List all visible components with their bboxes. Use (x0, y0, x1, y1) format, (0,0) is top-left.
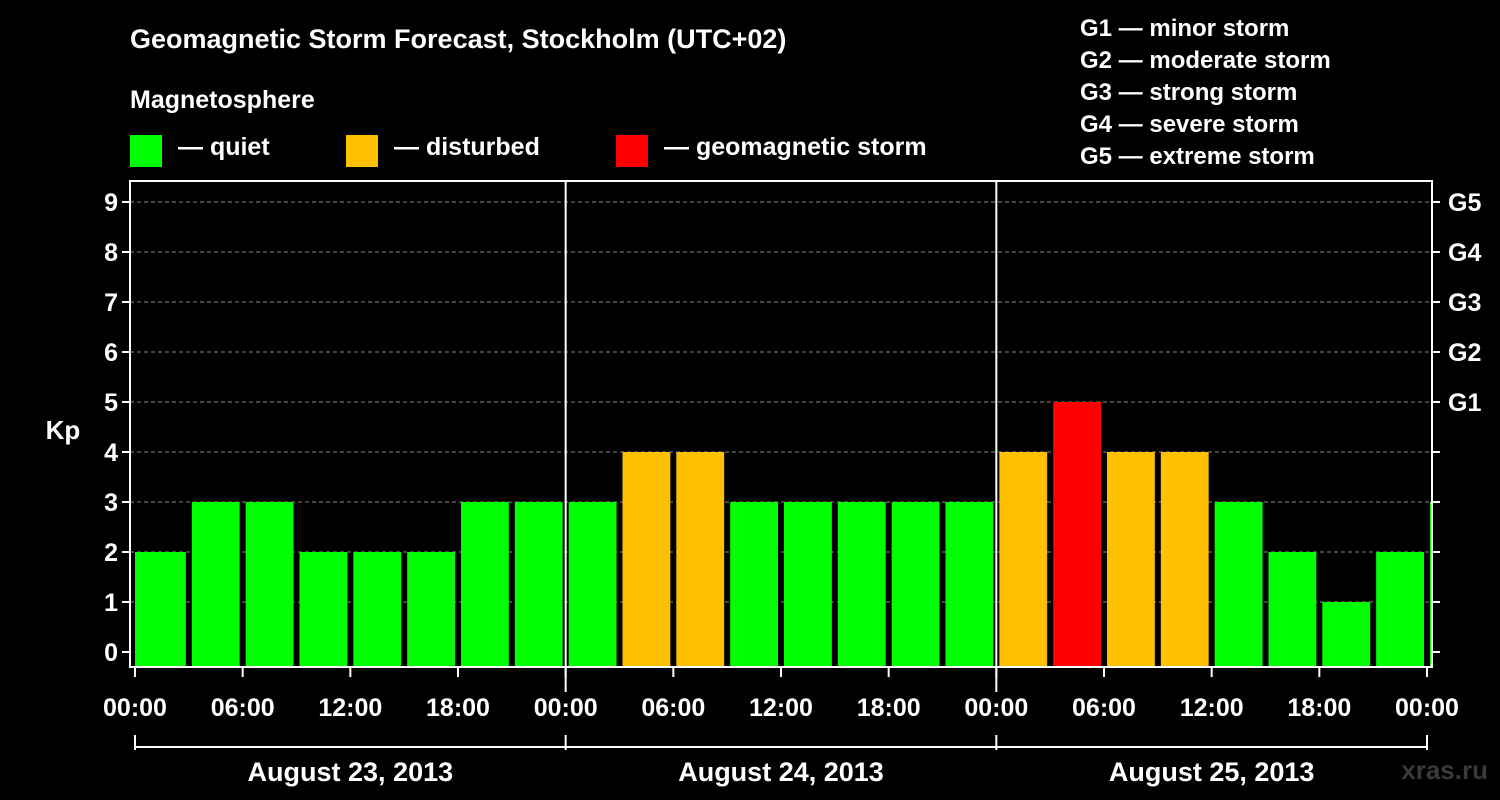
y-tick-label: 9 (104, 189, 118, 217)
x-tick-label: 12:00 (749, 694, 813, 722)
x-tick-label: 12:00 (1180, 694, 1244, 722)
kp-bar (676, 452, 725, 667)
legend-swatch-quiet (130, 135, 162, 167)
x-tick-label: 06:00 (641, 694, 705, 722)
x-tick-label: 00:00 (964, 694, 1028, 722)
x-tick-label: 06:00 (1072, 694, 1136, 722)
legend-swatch-disturbed (346, 135, 378, 167)
y-axis-label: Kp (46, 415, 81, 445)
kp-bar (622, 452, 671, 667)
watermark: xras.ru (1401, 755, 1488, 785)
y-tick-label: 8 (104, 239, 118, 267)
kp-bar (407, 552, 455, 667)
legend-label-storm: — geomagnetic storm (664, 133, 927, 161)
y-tick-label: 5 (104, 389, 118, 417)
kp-bar (837, 502, 886, 667)
kp-bar (245, 502, 294, 667)
x-tick-label: 18:00 (1287, 694, 1351, 722)
storm-scale-g3: G3 — strong storm (1080, 79, 1298, 106)
g-scale-label: G1 (1448, 389, 1481, 417)
kp-bar (891, 502, 940, 667)
kp-bar (1107, 452, 1155, 667)
kp-bar (191, 502, 240, 667)
x-tick-label: 00:00 (534, 694, 598, 722)
day-label: August 23, 2013 (248, 757, 454, 787)
x-tick-label: 00:00 (1395, 694, 1459, 722)
storm-scale-g1: G1 — minor storm (1080, 15, 1290, 42)
kp-bar (999, 452, 1048, 667)
kp-bar (353, 552, 402, 667)
x-tick-label: 06:00 (211, 694, 275, 722)
kp-bar (1214, 502, 1263, 667)
x-tick-label: 18:00 (426, 694, 490, 722)
kp-bar (945, 502, 994, 667)
legend-title: Magnetosphere (130, 86, 315, 114)
kp-bar (1322, 602, 1371, 667)
legend-swatch-storm (616, 135, 648, 167)
g-scale-label: G5 (1448, 189, 1481, 217)
g-scale-label: G4 (1448, 239, 1481, 267)
y-tick-label: 0 (104, 639, 118, 667)
y-tick-label: 2 (104, 539, 118, 567)
kp-bar (730, 502, 778, 667)
kp-bar (1160, 452, 1209, 667)
g-scale-label: G3 (1448, 289, 1481, 317)
kp-bar (1376, 552, 1424, 667)
x-tick-label: 00:00 (103, 694, 167, 722)
legend-label-quiet: — quiet (178, 133, 270, 161)
storm-scale-g4: G4 — severe storm (1080, 111, 1299, 138)
storm-scale-g5: G5 — extreme storm (1080, 143, 1315, 170)
kp-bar (514, 502, 563, 667)
y-tick-label: 1 (104, 589, 118, 617)
kp-bar (461, 502, 509, 667)
kp-bar (299, 552, 348, 667)
y-tick-label: 4 (104, 439, 118, 467)
storm-scale-g2: G2 — moderate storm (1080, 47, 1331, 74)
g-scale-label: G2 (1448, 339, 1481, 367)
chart-title: Geomagnetic Storm Forecast, Stockholm (U… (130, 24, 787, 54)
kp-bar (1053, 402, 1101, 667)
kp-bar (784, 502, 832, 667)
x-tick-label: 18:00 (857, 694, 921, 722)
kp-bar (568, 502, 617, 667)
kp-bar (135, 552, 186, 667)
y-tick-label: 3 (104, 489, 118, 517)
kp-bar (1268, 552, 1317, 667)
y-tick-label: 6 (104, 339, 118, 367)
legend-label-disturbed: — disturbed (394, 133, 540, 161)
y-tick-label: 7 (104, 289, 118, 317)
day-label: August 25, 2013 (1109, 757, 1315, 787)
day-label: August 24, 2013 (678, 757, 884, 787)
x-tick-label: 12:00 (318, 694, 382, 722)
kp-bar (1430, 502, 1431, 667)
